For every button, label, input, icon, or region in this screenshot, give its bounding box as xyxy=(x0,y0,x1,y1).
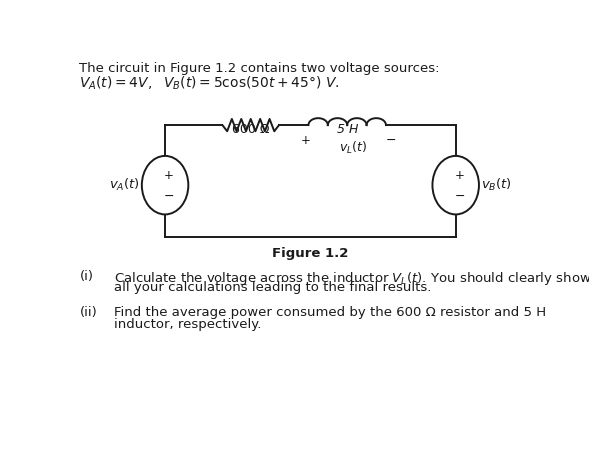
Text: Find the average power consumed by the 600 Ω resistor and 5 H: Find the average power consumed by the 6… xyxy=(114,306,546,319)
Text: The circuit in Figure 1.2 contains two voltage sources:: The circuit in Figure 1.2 contains two v… xyxy=(79,62,439,75)
Text: (i): (i) xyxy=(80,270,94,283)
Text: Calculate the voltage across the inductor $V_L(t)$. You should clearly show: Calculate the voltage across the inducto… xyxy=(114,270,589,287)
Text: $v_B(t)$: $v_B(t)$ xyxy=(481,177,511,193)
Text: +: + xyxy=(455,169,465,182)
Text: +: + xyxy=(301,134,311,147)
Text: Figure 1.2: Figure 1.2 xyxy=(272,247,349,260)
Text: 600 Ω: 600 Ω xyxy=(232,123,269,136)
Text: −: − xyxy=(164,189,174,202)
Text: $V_A(t)=4V,\ \ V_B(t)=5\mathregular{cos}(50t+45°)\ V.$: $V_A(t)=4V,\ \ V_B(t)=5\mathregular{cos}… xyxy=(79,74,340,92)
Text: $v_L(t)$: $v_L(t)$ xyxy=(339,140,368,156)
Text: inductor, respectively.: inductor, respectively. xyxy=(114,318,262,331)
Text: $v_A(t)$: $v_A(t)$ xyxy=(110,177,140,193)
Text: −: − xyxy=(385,134,396,147)
Text: all your calculations leading to the final results.: all your calculations leading to the fin… xyxy=(114,281,431,294)
Text: (ii): (ii) xyxy=(80,306,98,319)
Text: +: + xyxy=(164,169,174,182)
Text: −: − xyxy=(454,189,465,202)
Text: 5 H: 5 H xyxy=(336,123,358,136)
